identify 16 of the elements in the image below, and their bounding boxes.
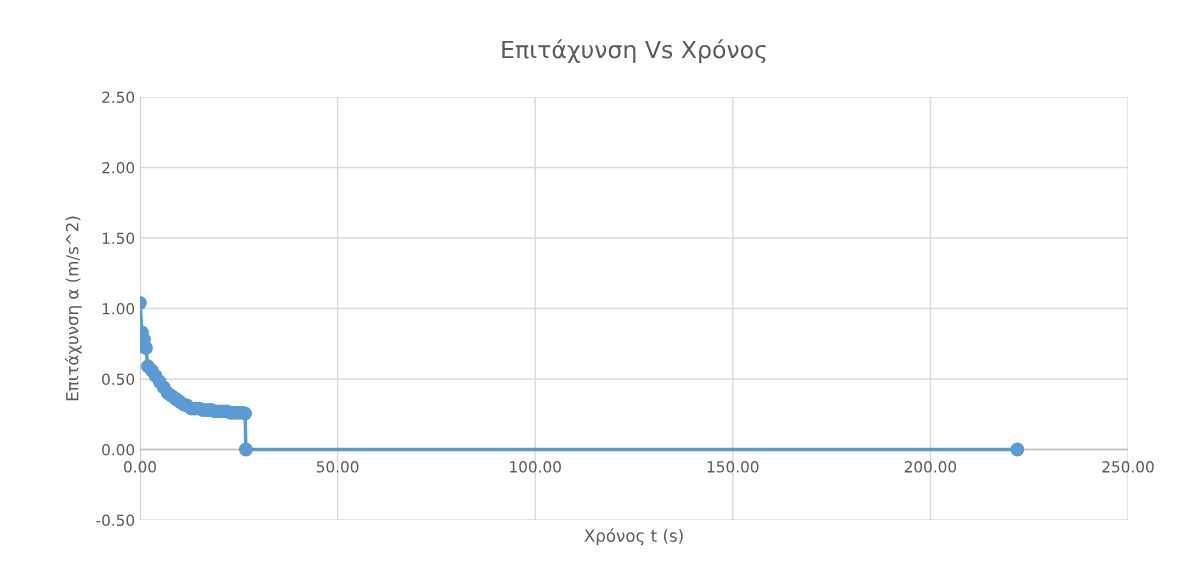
y-tick-label: 2.50 xyxy=(102,91,135,104)
y-tick-label: -0.50 xyxy=(96,514,135,527)
y-tick-label: 1.00 xyxy=(102,302,135,315)
x-tick-label: 200.00 xyxy=(904,461,957,473)
y-tick-label: 2.00 xyxy=(102,161,135,174)
y-tick-label: 1.50 xyxy=(102,232,135,245)
x-tick-label: 0.00 xyxy=(124,461,156,473)
y-tick-label: 0.00 xyxy=(102,443,135,456)
x-tick-label: 100.00 xyxy=(510,461,561,473)
x-tick-label: 250.00 xyxy=(1102,461,1154,473)
y-axis-title: Επιτάχυνση α (m/s^2) xyxy=(64,216,82,401)
y-tick-label: 0.50 xyxy=(102,373,135,386)
x-tick-label: 150.00 xyxy=(707,461,759,473)
chart-title: Επιτάχυνση Vs Χρόνος xyxy=(502,39,766,64)
x-tick-label: 50.00 xyxy=(316,461,359,473)
x-axis-title: Χρόνος t (s) xyxy=(584,528,683,546)
